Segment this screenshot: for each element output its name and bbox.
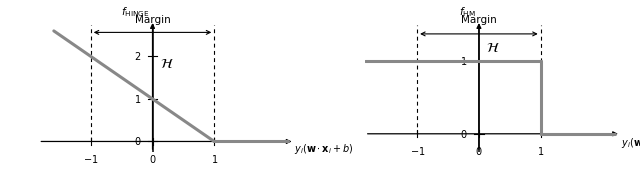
Text: $2$: $2$ <box>134 50 141 62</box>
Text: $f_{\mathrm{HM}}$: $f_{\mathrm{HM}}$ <box>459 5 476 19</box>
Text: $-1$: $-1$ <box>410 145 425 157</box>
Text: Margin: Margin <box>134 15 170 25</box>
Text: $y_i(\mathbf{w} \cdot \mathbf{x}_i + b)$: $y_i(\mathbf{w} \cdot \mathbf{x}_i + b)$ <box>294 142 354 156</box>
Text: Margin: Margin <box>461 15 497 25</box>
Text: $0$: $0$ <box>134 136 141 148</box>
Text: $0$: $0$ <box>460 128 467 140</box>
Text: $f_{\mathrm{HINGE}}$: $f_{\mathrm{HINGE}}$ <box>121 5 149 19</box>
Text: $y_i(\mathbf{w} \cdot \mathbf{x}_i + b)$: $y_i(\mathbf{w} \cdot \mathbf{x}_i + b)$ <box>621 136 640 150</box>
Text: $1$: $1$ <box>134 93 141 105</box>
Text: $1$: $1$ <box>211 153 218 165</box>
Text: $1$: $1$ <box>537 145 544 157</box>
Text: $0$: $0$ <box>475 145 483 157</box>
Text: $\mathcal{H}$: $\mathcal{H}$ <box>160 57 173 71</box>
Text: $1$: $1$ <box>460 55 467 67</box>
Text: $0$: $0$ <box>148 153 156 165</box>
Text: $-1$: $-1$ <box>83 153 99 165</box>
Text: $\mathcal{H}$: $\mathcal{H}$ <box>486 41 500 55</box>
